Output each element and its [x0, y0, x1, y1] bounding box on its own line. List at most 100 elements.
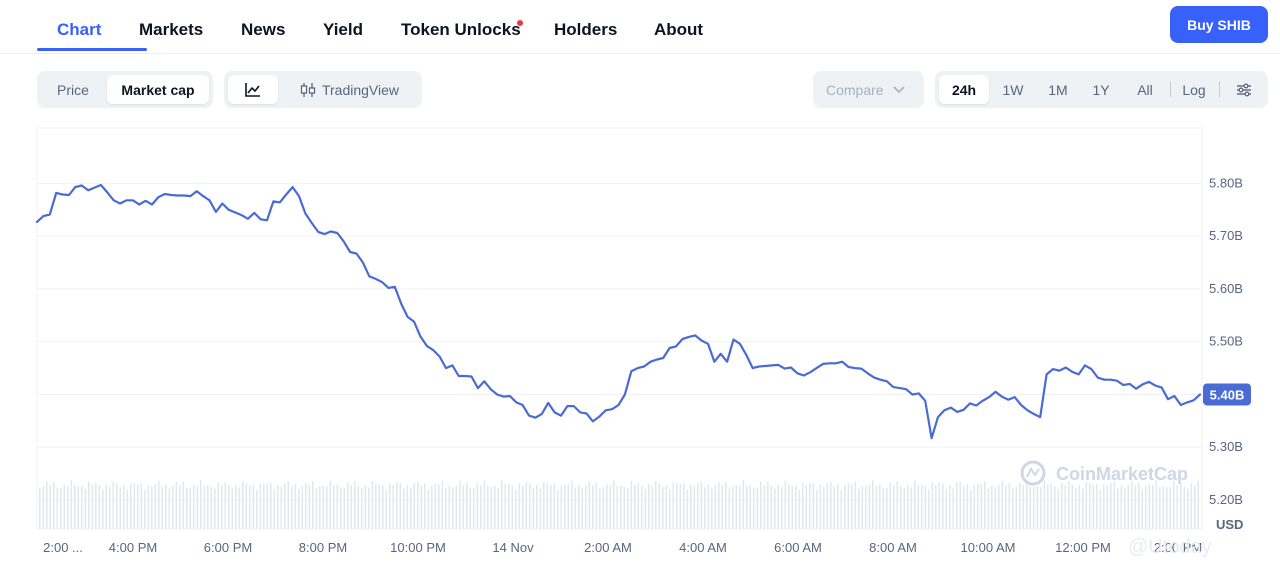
volume-bar — [991, 485, 993, 529]
volume-bar — [1159, 486, 1161, 529]
volume-bar — [270, 482, 272, 529]
volume-bar — [1019, 482, 1021, 529]
volume-bar — [861, 486, 864, 529]
volume-bar — [900, 486, 902, 529]
volume-bar — [651, 486, 654, 529]
volume-bar — [1180, 483, 1182, 529]
volume-bar — [707, 484, 710, 529]
volume-bar — [809, 483, 811, 529]
active-tab-indicator — [37, 48, 147, 51]
volume-bar — [1036, 485, 1039, 529]
volume-bar — [812, 483, 815, 529]
price-toggle[interactable]: Price — [57, 81, 89, 98]
volume-bar — [406, 485, 409, 529]
chart-style-toggle: TradingView — [224, 71, 422, 108]
volume-bar — [910, 487, 913, 529]
volume-bar — [74, 485, 76, 529]
range-1y[interactable]: 1Y — [1092, 81, 1110, 98]
tradingview-button[interactable]: TradingView — [286, 75, 412, 104]
volume-bar — [676, 483, 678, 529]
volume-bar — [732, 486, 734, 529]
plot-area — [36, 127, 1203, 530]
compare-dropdown[interactable]: Compare — [813, 71, 924, 108]
volume-bar — [1085, 481, 1088, 529]
volume-bar — [196, 486, 199, 529]
volume-bar — [245, 483, 248, 529]
volume-bar — [336, 484, 339, 529]
tab-token-unlocks[interactable]: Token Unlocks — [401, 20, 521, 39]
volume-bar — [1096, 484, 1098, 529]
volume-bar — [949, 484, 951, 529]
volume-bar — [1197, 480, 1200, 529]
y-tick-label: 5.70B — [1209, 228, 1243, 243]
x-tick-label: 6:00 AM — [774, 540, 822, 555]
volume-bar — [756, 487, 759, 529]
market-cap-line — [35, 183, 1202, 440]
y-axis: 5.80B 5.70B 5.60B 5.50B 5.30B 5.20B — [1209, 175, 1243, 507]
volume-bar — [693, 485, 696, 529]
volume-bar — [462, 485, 465, 529]
volume-bar — [1155, 480, 1158, 529]
source-overlay: @Utoday — [1128, 536, 1212, 558]
tab-news[interactable]: News — [241, 20, 286, 39]
volume-bar — [60, 487, 62, 529]
x-tick-label: 12:00 PM — [1055, 540, 1111, 555]
range-1w[interactable]: 1W — [1002, 81, 1024, 98]
volume-bar — [655, 481, 657, 529]
tab-chart[interactable]: Chart — [57, 20, 102, 39]
volume-bar — [518, 483, 521, 529]
tab-holders[interactable]: Holders — [554, 20, 618, 39]
x-tick-label: 4:00 AM — [679, 540, 727, 555]
volume-bar — [700, 481, 703, 529]
tab-yield[interactable]: Yield — [323, 20, 363, 39]
range-all[interactable]: All — [1137, 81, 1153, 98]
volume-bar — [858, 488, 860, 529]
volume-bar — [1141, 489, 1144, 529]
volume-bar — [354, 481, 356, 529]
volume-bar — [868, 485, 871, 529]
chart-settings-button[interactable] — [1225, 75, 1263, 104]
volume-bar — [742, 480, 745, 529]
volume-bar — [1043, 480, 1046, 529]
x-tick-label: 10:00 AM — [961, 540, 1016, 555]
buy-shib-button[interactable]: Buy SHIB — [1170, 6, 1268, 43]
volume-bar — [424, 483, 426, 529]
volume-bar — [536, 485, 538, 529]
sliders-icon — [1237, 83, 1251, 96]
volume-bar — [210, 486, 213, 529]
volume-bar — [917, 484, 920, 529]
volume-bar — [1166, 486, 1168, 529]
volume-bar — [956, 482, 958, 529]
volume-bar — [522, 485, 524, 529]
volume-bar — [88, 481, 90, 529]
volume-bar — [91, 484, 94, 529]
volume-bar — [1110, 483, 1112, 529]
volume-bar — [42, 486, 45, 529]
volume-bar — [371, 480, 374, 529]
x-axis: 2:00 ... 4:00 PM 6:00 PM 8:00 PM 10:00 PM 14 … — [43, 540, 1202, 555]
range-24h[interactable]: 24h — [939, 75, 989, 104]
log-scale-toggle[interactable]: Log — [1182, 81, 1206, 98]
volume-bar — [95, 482, 97, 529]
x-tick-label: 2:00 AM — [584, 540, 632, 555]
volume-bar — [798, 489, 801, 529]
volume-bar — [1029, 486, 1032, 529]
volume-bar — [63, 484, 66, 529]
y-tick-label: 5.20B — [1209, 492, 1243, 507]
volume-bar — [182, 481, 185, 529]
line-chart-button[interactable] — [228, 75, 278, 104]
range-1m[interactable]: 1M — [1048, 81, 1068, 98]
volume-bar — [291, 486, 293, 529]
volume-bar — [273, 489, 276, 529]
volume-bar — [340, 487, 342, 529]
unit-label: USD — [1216, 517, 1243, 532]
volume-bar — [728, 488, 731, 529]
tab-markets[interactable]: Markets — [139, 20, 204, 39]
tab-about[interactable]: About — [654, 20, 704, 39]
volume-bar — [683, 483, 685, 529]
market-cap-toggle[interactable]: Market cap — [107, 75, 209, 104]
volume-bar — [1005, 485, 1007, 529]
volume-bar — [679, 483, 682, 529]
volume-bar — [770, 486, 773, 529]
